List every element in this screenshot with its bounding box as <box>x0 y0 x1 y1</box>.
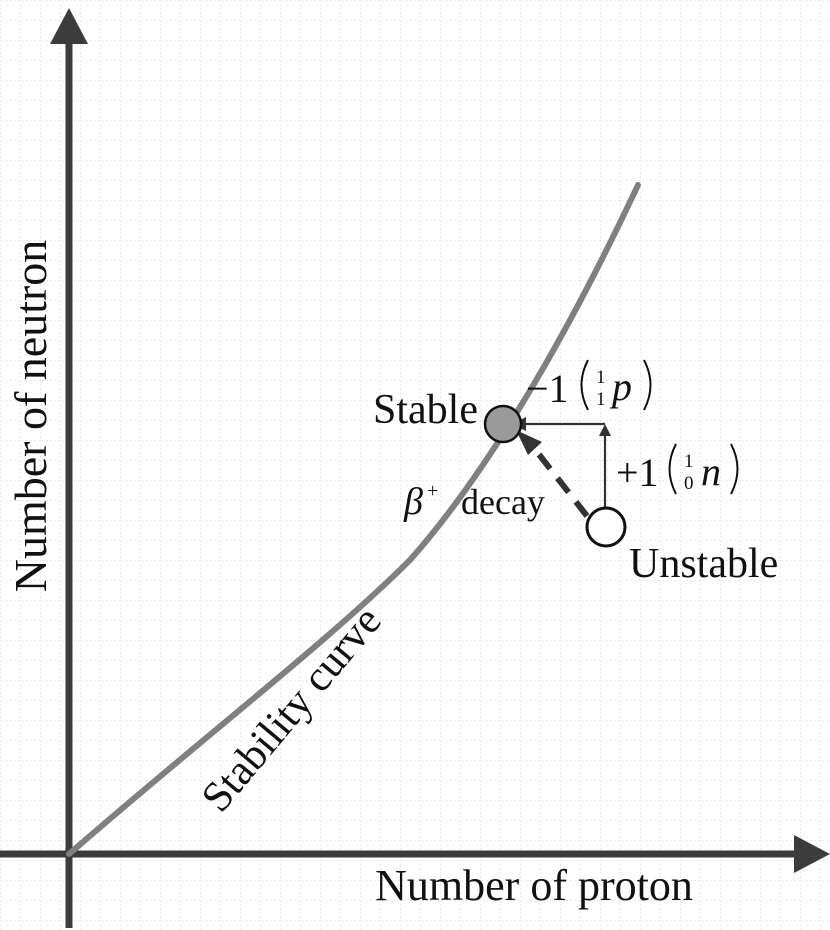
proton-charge-number: 1 <box>596 389 606 410</box>
proton-symbol: p <box>609 364 632 409</box>
beta-superscript: + <box>427 480 438 502</box>
beta-decay-label: β + decay <box>403 480 545 523</box>
beta-decay-arrow <box>516 430 590 518</box>
beta-symbol: β <box>403 481 423 523</box>
x-axis-label: Number of proton <box>375 861 693 910</box>
unstable-label: Unstable <box>629 541 778 587</box>
neutron-charge-number: 0 <box>684 473 694 494</box>
neutron-mass-number: 1 <box>684 451 694 472</box>
neutron-right-paren <box>730 443 739 495</box>
neutron-left-paren <box>668 443 677 495</box>
proton-mass-number: 1 <box>596 367 606 388</box>
proton-right-paren <box>643 359 652 411</box>
neutron-annotation: +1 1 0 n <box>616 443 739 495</box>
arrow-diagonal-icon <box>516 430 542 455</box>
axes <box>0 8 830 928</box>
neutron-arrow <box>599 424 611 507</box>
y-axis-arrow-icon <box>50 8 88 44</box>
unstable-nucleus-point <box>585 506 627 548</box>
decay-word: decay <box>461 482 545 522</box>
arrow-up-icon <box>599 424 611 436</box>
stable-nucleus-point <box>483 404 523 444</box>
proton-coefficient: −1 <box>526 366 569 411</box>
neutron-coefficient: +1 <box>616 450 659 495</box>
y-axis-label: Number of neutron <box>5 240 56 593</box>
proton-annotation: −1 1 1 p <box>526 359 652 411</box>
stable-label: Stable <box>373 387 478 433</box>
x-axis-arrow-icon <box>794 835 830 873</box>
neutron-symbol: n <box>701 449 721 494</box>
stability-curve <box>66 182 641 857</box>
proton-left-paren <box>580 359 589 411</box>
